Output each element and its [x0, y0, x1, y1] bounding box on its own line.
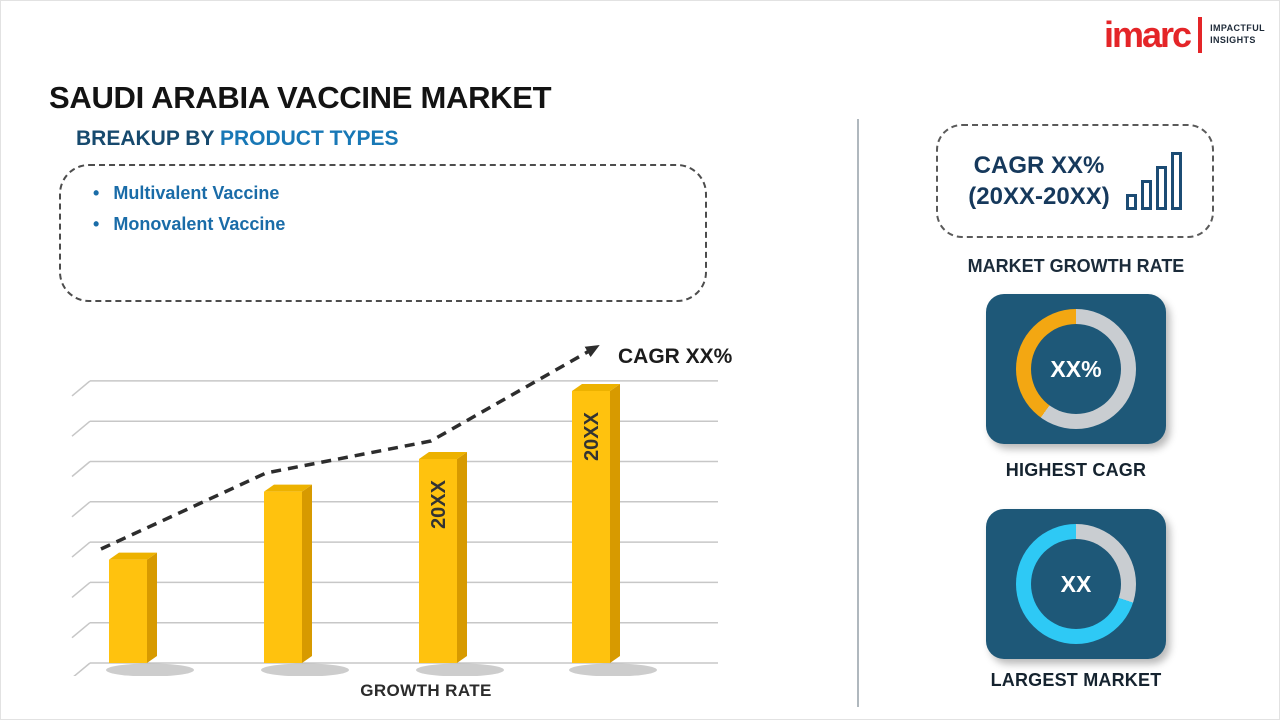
logo-divider-bar	[1198, 17, 1203, 53]
gridline-wall-tick	[71, 420, 91, 437]
page-title: SAUDI ARABIA VACCINE MARKET	[49, 79, 552, 115]
trend-arrow	[100, 344, 600, 551]
gridline-wall-tick	[71, 662, 91, 679]
bar-top-face	[264, 484, 312, 492]
imarc-logo: imarc IMPACTFUL INSIGHTS	[1104, 17, 1265, 53]
highest-cagr-caption: HIGHEST CAGR	[1005, 460, 1147, 480]
bar	[419, 459, 457, 663]
bar-icon-segment	[1140, 180, 1152, 210]
bar	[109, 559, 147, 663]
bar-top-face	[419, 452, 467, 459]
breakup-heading-prefix: BREAKUP BY	[76, 127, 215, 150]
vertical-divider	[857, 119, 859, 707]
bar-shadow	[569, 663, 657, 677]
cagr-card-line1: CAGR XX%	[973, 151, 1105, 179]
list-item: • Monovalent Vaccine	[93, 209, 705, 240]
logo-tagline-line1: IMPACTFUL	[1210, 23, 1265, 34]
breakup-heading-highlight: PRODUCT TYPES	[219, 127, 399, 150]
largest-market-donut-chart: XX	[1016, 524, 1136, 644]
cagr-card-text: CAGR XX% (20XX-20XX)	[968, 150, 1109, 212]
bullet-icon: •	[93, 183, 100, 203]
gridline-wall-tick	[71, 541, 91, 558]
growth-bar-chart: CAGR XX% 20XX 20XX	[71, 344, 733, 679]
breakup-item-label: Monovalent Vaccine	[113, 214, 286, 234]
gridline-wall-tick	[71, 581, 91, 598]
logo-tagline: IMPACTFUL INSIGHTS	[1210, 23, 1265, 46]
bar-side-face	[147, 552, 157, 663]
gridline-wall-tick	[71, 622, 91, 639]
growth-chart-area: CAGR XX% 20XX 20XX	[46, 331, 736, 679]
cagr-summary-card: CAGR XX% (20XX-20XX)	[936, 124, 1214, 238]
bar-label: 20XX	[428, 479, 450, 529]
bar-side-face	[457, 452, 467, 663]
market-growth-rate-label: MARKET GROWTH RATE	[967, 256, 1185, 276]
bar-side-face	[610, 384, 620, 663]
gridline-wall-tick	[71, 460, 91, 478]
bar	[264, 491, 302, 663]
bar-top-face	[572, 384, 620, 391]
bar-shadow	[106, 663, 194, 677]
chart-x-axis-label: GROWTH RATE	[360, 681, 492, 700]
cagr-card-line2: (20XX-20XX)	[968, 183, 1110, 210]
bullet-icon: •	[93, 214, 100, 234]
bar-label: 20XX	[581, 411, 603, 461]
breakup-heading: BREAKUP BY PRODUCT TYPES	[76, 127, 398, 151]
bar-top-face	[109, 552, 157, 560]
trend-cagr-label: CAGR XX%	[618, 345, 733, 368]
gridline-wall-tick	[71, 380, 91, 397]
logo-tagline-line2: INSIGHTS	[1210, 35, 1256, 45]
bar-chart-icon	[1125, 152, 1182, 210]
largest-market-value: XX	[1060, 570, 1092, 597]
bar-shadow	[261, 663, 349, 677]
gridline-wall-tick	[71, 501, 91, 518]
largest-market-caption: LARGEST MARKET	[990, 670, 1162, 690]
bar-icon-segment	[1125, 194, 1137, 210]
bar-icon-segment	[1155, 166, 1167, 210]
imarc-logo-text: imarc	[1103, 14, 1192, 55]
breakup-item-label: Multivalent Vaccine	[113, 183, 280, 203]
breakup-list-box: • Multivalent Vaccine • Monovalent Vacci…	[59, 164, 707, 302]
bar-shadow	[416, 663, 504, 677]
highest-cagr-tile: XX%	[986, 294, 1166, 444]
largest-market-tile: XX	[986, 509, 1166, 659]
bar-icon-segment	[1170, 152, 1182, 210]
list-item: • Multivalent Vaccine	[93, 178, 705, 209]
bar	[572, 391, 610, 663]
highest-cagr-value: XX%	[1050, 355, 1102, 382]
highest-cagr-donut-chart: XX%	[1016, 309, 1136, 429]
bar-side-face	[302, 484, 312, 663]
